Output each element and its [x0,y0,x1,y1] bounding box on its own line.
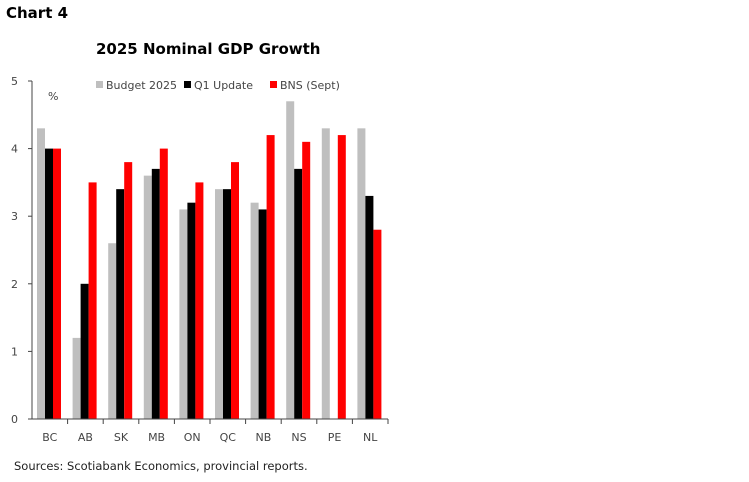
bar-nl-1 [365,195,374,419]
chart-label: Chart 4 [6,4,69,22]
x-tick-label: PE [328,431,342,444]
chart-title: 2025 Nominal GDP Growth [96,40,321,58]
bar-on-0 [179,209,188,419]
x-tick-label: SK [114,431,129,444]
bar-qc-0 [215,189,223,419]
y-tick-label: 5 [11,75,18,88]
x-tick-label: MB [148,431,165,444]
bar-ab-1 [80,283,89,419]
bar-mb-2 [159,148,168,419]
bar-nl-0 [357,128,366,419]
bar-on-1 [187,202,196,419]
legend-label: Budget 2025 [106,79,177,92]
bar-bc-1 [45,148,53,419]
bar-ns-1 [294,168,303,419]
bar-qc-1 [223,189,231,419]
bar-sk-1 [116,189,125,419]
source-note: Sources: Scotiabank Economics, provincia… [14,459,308,473]
legend-label: Q1 Update [194,79,253,92]
legend-swatch [184,81,191,88]
y-tick-label: 0 [11,413,18,426]
bar-mb-0 [143,175,152,419]
legend-label: BNS (Sept) [280,79,340,92]
x-tick-label: NL [363,431,378,444]
x-tick-label: QC [220,431,237,444]
bar-pe-2 [337,135,346,419]
bar-mb-1 [151,168,160,419]
bar-nl-2 [373,229,382,419]
x-tick-label: BC [42,431,57,444]
legend-swatch [270,81,277,88]
bar-nb-0 [250,202,259,419]
x-tick-label: NS [291,431,306,444]
bar-ns-0 [286,101,295,419]
x-tick-label: NB [256,431,272,444]
bar-bc-2 [53,148,61,419]
bar-nb-1 [258,209,267,419]
bar-qc-2 [231,162,239,419]
bar-on-2 [195,182,204,419]
y-tick-label: 1 [11,345,18,358]
bar-ab-0 [72,337,81,419]
bar-bc-0 [37,128,45,419]
x-tick-label: AB [78,431,93,444]
bar-sk-2 [124,162,133,419]
bar-nb-2 [266,135,275,419]
bar-ab-2 [88,182,97,419]
y-tick-label: 3 [11,210,18,223]
bar-sk-0 [108,243,117,419]
bar-ns-2 [302,141,311,419]
y-tick-label: 4 [11,143,18,156]
legend-swatch [96,81,103,88]
y-tick-label: 2 [11,278,18,291]
x-tick-label: ON [184,431,201,444]
bar-pe-0 [321,128,330,419]
y-axis-unit: % [48,90,58,103]
